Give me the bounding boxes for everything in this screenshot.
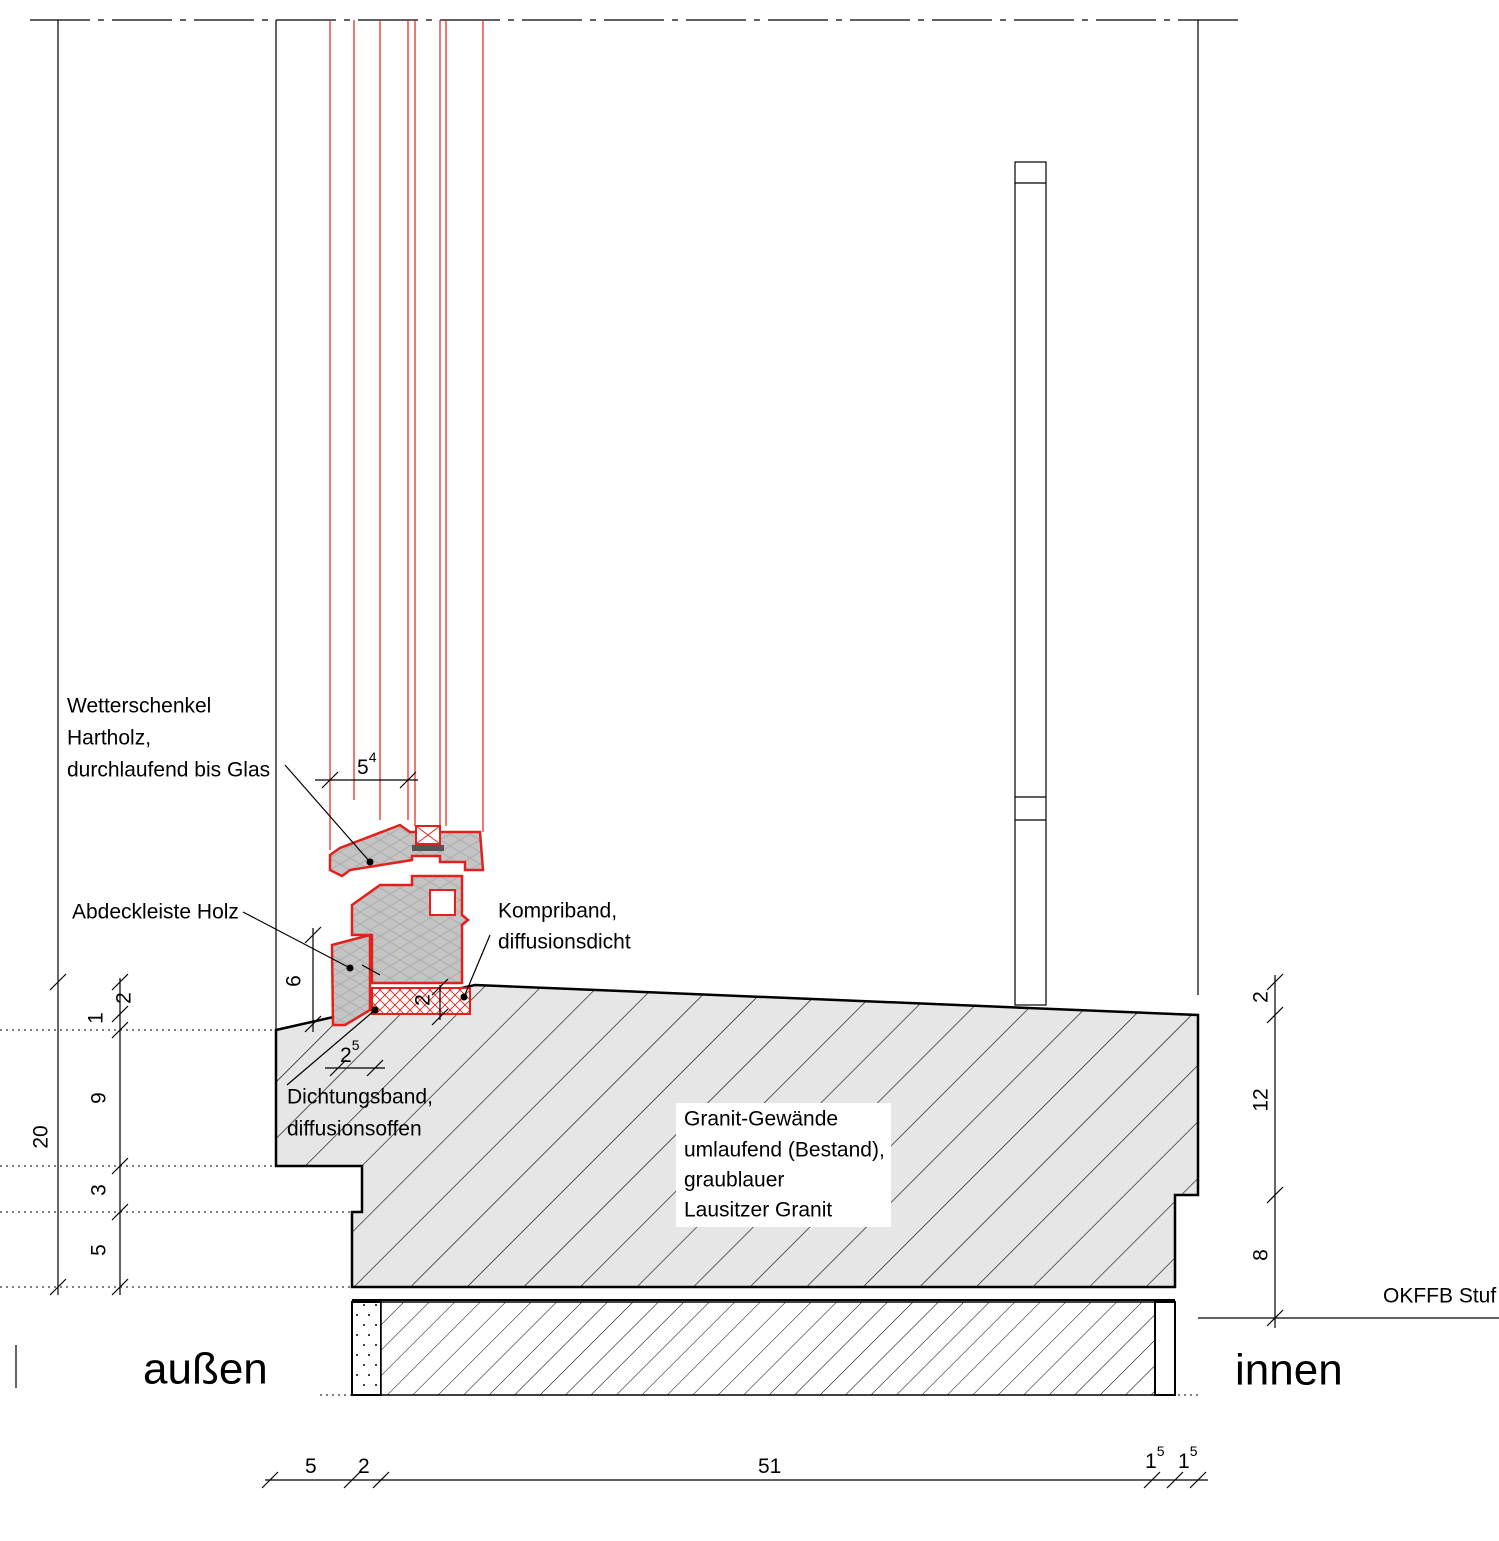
drawing-line [284, 764, 371, 863]
label: 20 [30, 1125, 53, 1148]
label: 9 [88, 1092, 111, 1104]
drawing-rect [380, 1301, 1156, 1396]
drawing-circle [366, 858, 374, 866]
label: diffusionsdicht [498, 931, 631, 954]
label: 4 [369, 749, 377, 765]
drawing-rect [1014, 161, 1047, 1006]
drawing-g [329, 20, 484, 850]
drawing-rect [429, 889, 456, 916]
label: außen [143, 1345, 268, 1394]
drawing-path [261, 1471, 1207, 1489]
drawing-rect [412, 845, 444, 851]
label: 3 [88, 1184, 111, 1196]
drawing-path [49, 973, 129, 1296]
drawing-text: 51 [758, 1455, 781, 1478]
geometry [0, 19, 1499, 1489]
label: umlaufend (Bestand), [684, 1139, 885, 1162]
label: durchlaufend bis Glas [67, 759, 270, 782]
label: Granit-Gewände [684, 1108, 838, 1131]
label: Hartholz, [67, 727, 151, 750]
label: 6 [283, 975, 306, 987]
drawing-line [242, 911, 351, 969]
label: 5 [352, 1037, 360, 1053]
drawing-path [329, 1059, 384, 1077]
drawing-rect [1154, 1301, 1176, 1396]
drawing-circle [460, 993, 468, 1001]
label: 1 [85, 1012, 108, 1024]
label: diffusionsoffen [287, 1118, 422, 1141]
drawing-path [1266, 973, 1284, 1327]
label: Kompriband, [498, 900, 617, 923]
label: 1 [1145, 1450, 1157, 1473]
label: 5 [1157, 1443, 1165, 1459]
labels: außen innen OKFFB Stuf Wetterschenkel Ha… [30, 695, 1497, 1478]
label: 51 [758, 1455, 781, 1478]
drawing-circle [371, 1006, 379, 1014]
label: 5 [88, 1244, 111, 1256]
drawing-text: 54 [357, 749, 377, 779]
label: 2 [412, 994, 435, 1006]
label: OKFFB Stuf [1383, 1285, 1496, 1308]
label: 12 [1250, 1088, 1273, 1111]
drawing-path [415, 825, 441, 845]
label: 5 [357, 756, 369, 779]
drawing-line [361, 964, 381, 976]
label: 2 [340, 1044, 352, 1067]
label: Dichtungsband, [287, 1086, 433, 1109]
drawing-line [463, 934, 491, 998]
drawing-rect [676, 1103, 891, 1227]
drawing-text: 25 [340, 1037, 360, 1067]
drawing-path [431, 978, 449, 1026]
drawing-polygon [328, 823, 485, 878]
label: innen [1235, 1346, 1343, 1395]
label: Abdeckleiste Holz [72, 901, 239, 924]
drawing-text: 2 [358, 1455, 370, 1478]
label: Lausitzer Granit [684, 1199, 832, 1222]
label: 2 [1250, 991, 1273, 1003]
drawing-circle [346, 964, 354, 972]
drawing-rect [351, 1301, 382, 1396]
drawing-path [304, 926, 322, 1033]
label: 8 [1250, 1249, 1273, 1261]
label: 1 [1178, 1450, 1190, 1473]
drawing-text: 5 [305, 1455, 317, 1478]
drawing-g [49, 771, 1499, 1489]
drawing-text: 15 [1145, 1443, 1165, 1473]
drawing-polygon [330, 933, 372, 1027]
label: 2 [113, 992, 136, 1004]
drawing-rect [371, 987, 471, 1015]
drawing-line [286, 1009, 376, 1086]
label: Wetterschenkel [67, 695, 211, 718]
label: 2 [358, 1455, 370, 1478]
drawing-path [321, 771, 417, 789]
label: 5 [305, 1455, 317, 1478]
drawing-g [0, 1029, 352, 1288]
drawing-g [242, 764, 491, 1086]
drawing-text: 15 [1178, 1443, 1198, 1473]
label: graublauer [684, 1169, 784, 1192]
label: 5 [1190, 1443, 1198, 1459]
